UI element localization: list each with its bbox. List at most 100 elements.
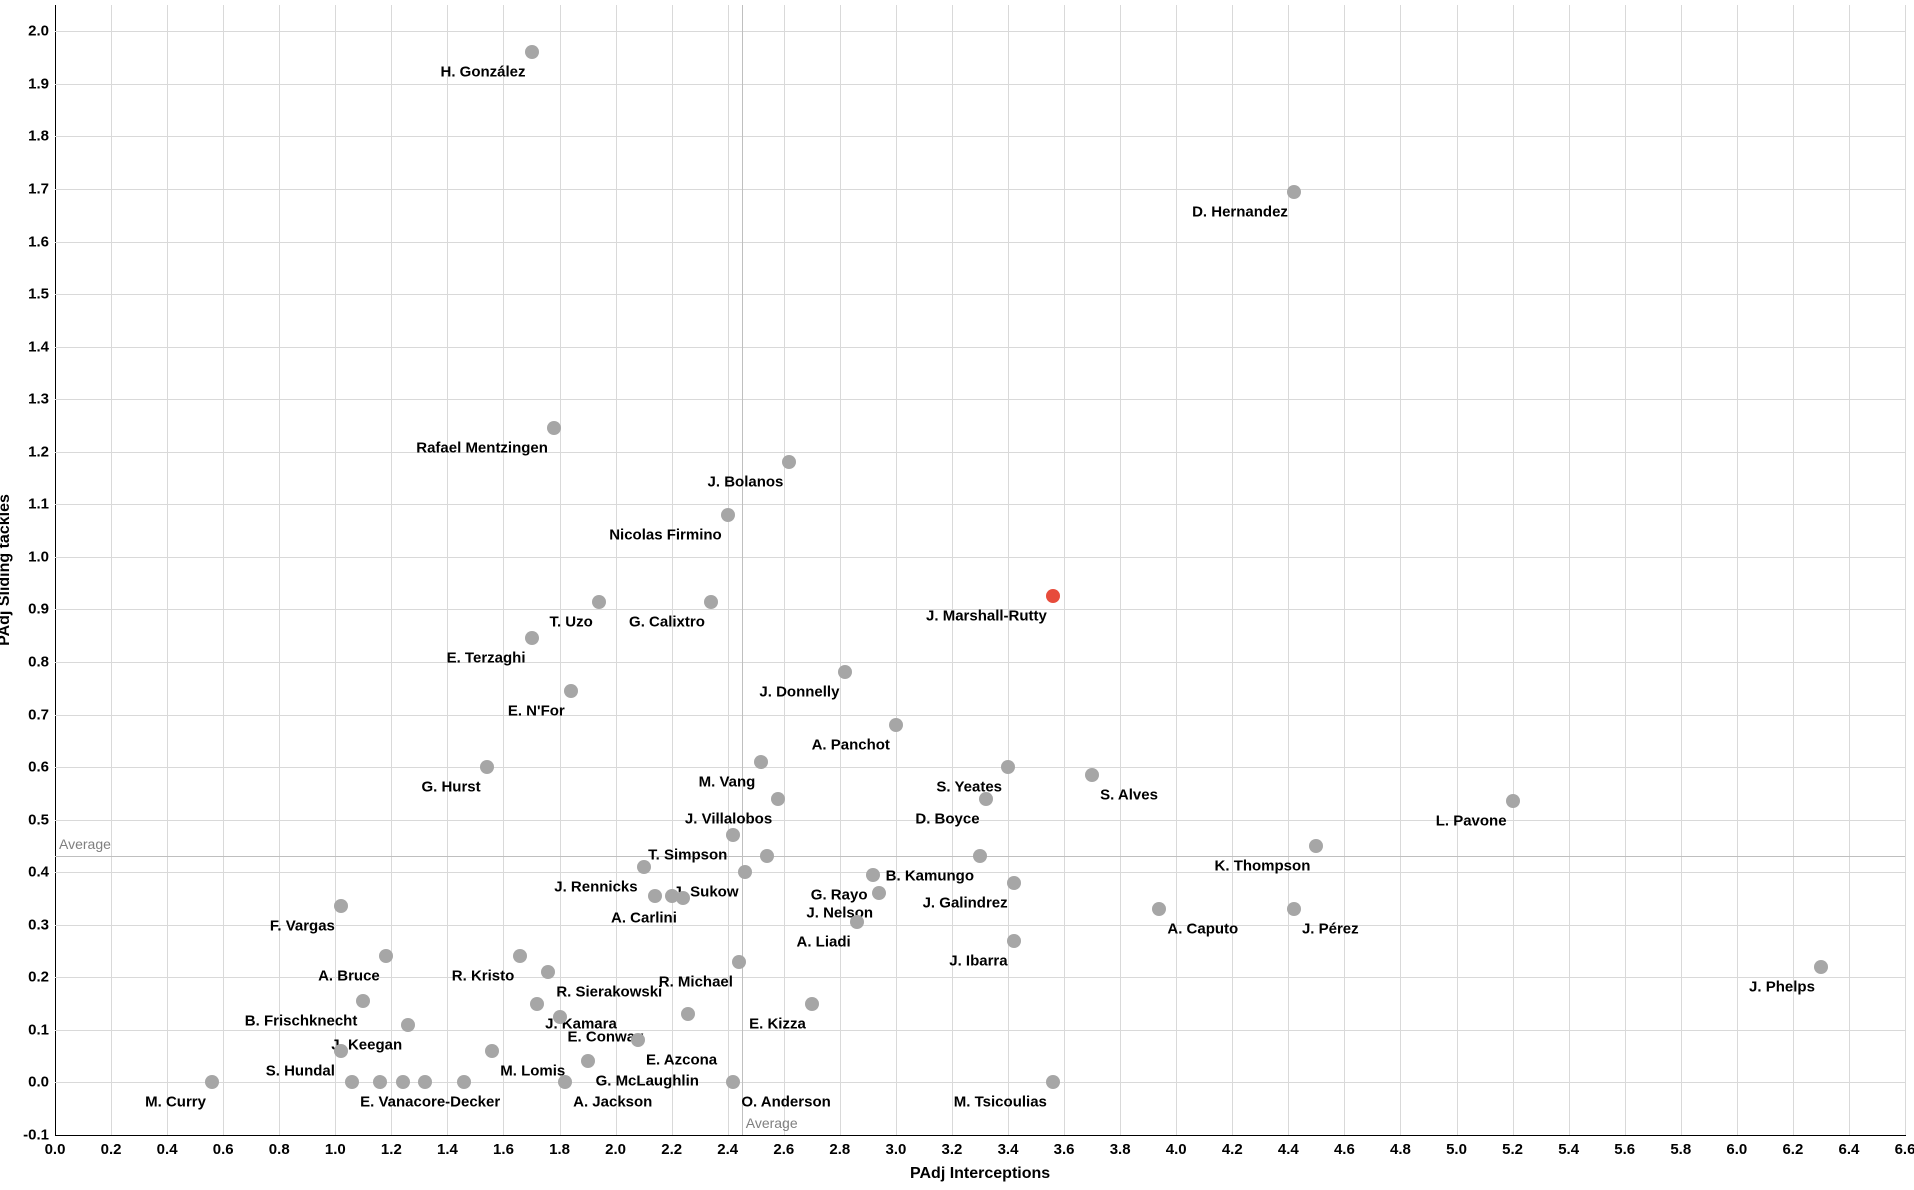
data-point-label: R. Sierakowski [556,984,662,1001]
data-point-label: E. Azcona [646,1052,717,1069]
data-point[interactable] [581,1054,595,1068]
data-point[interactable] [676,891,690,905]
data-point[interactable] [1046,589,1060,603]
data-point-label: G. Calixtro [629,613,705,630]
x-gridline [1288,5,1289,1135]
data-point[interactable] [771,792,785,806]
data-point-label: A. Bruce [318,968,380,985]
data-point[interactable] [525,631,539,645]
y-gridline [55,1082,1905,1083]
data-point[interactable] [1506,794,1520,808]
x-tick-label: 4.2 [1222,1141,1243,1158]
data-point-label: A. Caputo [1167,921,1238,938]
data-point[interactable] [530,997,544,1011]
data-point[interactable] [401,1018,415,1032]
data-point[interactable] [681,1007,695,1021]
data-point[interactable] [889,718,903,732]
data-point[interactable] [838,665,852,679]
data-point[interactable] [805,997,819,1011]
y-tick-label: 2.0 [28,23,49,40]
data-point[interactable] [872,886,886,900]
data-point[interactable] [850,915,864,929]
data-point[interactable] [1046,1075,1060,1089]
data-point[interactable] [1085,768,1099,782]
data-point-label: G. McLaughlin [596,1073,699,1090]
data-point[interactable] [1309,839,1323,853]
x-gridline [279,5,280,1135]
x-gridline [1737,5,1738,1135]
data-point[interactable] [1287,185,1301,199]
data-point[interactable] [631,1033,645,1047]
data-point[interactable] [379,949,393,963]
data-point[interactable] [525,45,539,59]
data-point[interactable] [485,1044,499,1058]
data-point[interactable] [480,760,494,774]
data-point[interactable] [726,1075,740,1089]
data-point[interactable] [558,1075,572,1089]
x-tick-label: 0.0 [45,1141,66,1158]
data-point[interactable] [345,1075,359,1089]
data-point[interactable] [541,965,555,979]
data-point[interactable] [760,849,774,863]
x-tick-label: 4.6 [1334,1141,1355,1158]
data-point[interactable] [564,684,578,698]
data-point[interactable] [979,792,993,806]
x-gridline [1849,5,1850,1135]
y-tick-label: 0.2 [28,969,49,986]
x-gridline [1232,5,1233,1135]
data-point[interactable] [1001,760,1015,774]
x-tick-label: 0.6 [213,1141,234,1158]
data-point[interactable] [356,994,370,1008]
data-point[interactable] [1814,960,1828,974]
y-tick-label: 0.0 [28,1074,49,1091]
data-point[interactable] [547,421,561,435]
data-point[interactable] [1287,902,1301,916]
x-gridline [1905,5,1906,1135]
data-point[interactable] [592,595,606,609]
data-point[interactable] [1152,902,1166,916]
data-point[interactable] [418,1075,432,1089]
x-tick-label: 5.2 [1502,1141,1523,1158]
data-point[interactable] [513,949,527,963]
data-point-label: G. Rayo [811,886,868,903]
data-point-label: A. Jackson [573,1094,652,1111]
y-tick-label: 0.9 [28,601,49,618]
y-average-label: Average [59,836,111,852]
x-gridline [1120,5,1121,1135]
data-point[interactable] [396,1075,410,1089]
data-point-label: T. Simpson [648,847,727,864]
y-tick-label: 1.4 [28,338,49,355]
data-point[interactable] [334,899,348,913]
data-point[interactable] [732,955,746,969]
x-tick-label: 5.4 [1558,1141,1579,1158]
data-point[interactable] [721,508,735,522]
data-point[interactable] [973,849,987,863]
data-point[interactable] [205,1075,219,1089]
data-point[interactable] [754,755,768,769]
x-gridline [1400,5,1401,1135]
y-gridline [55,136,1905,137]
data-point-label: E. Kizza [749,1015,806,1032]
x-tick-label: 3.0 [885,1141,906,1158]
x-average-label: Average [746,1115,798,1131]
data-point[interactable] [1007,876,1021,890]
y-tick-label: 1.3 [28,391,49,408]
data-point[interactable] [637,860,651,874]
data-point[interactable] [1007,934,1021,948]
y-gridline [55,662,1905,663]
data-point[interactable] [457,1075,471,1089]
data-point[interactable] [373,1075,387,1089]
data-point[interactable] [704,595,718,609]
data-point[interactable] [738,865,752,879]
data-point[interactable] [334,1044,348,1058]
x-gridline [896,5,897,1135]
x-axis-title: PAdj Interceptions [910,1165,1050,1183]
data-point[interactable] [782,455,796,469]
data-point[interactable] [726,828,740,842]
data-point[interactable] [866,868,880,882]
data-point[interactable] [553,1010,567,1024]
data-point[interactable] [648,889,662,903]
x-gridline [111,5,112,1135]
data-point-label: A. Liadi [796,934,850,951]
data-point-label: M. Tsicoulias [954,1094,1047,1111]
